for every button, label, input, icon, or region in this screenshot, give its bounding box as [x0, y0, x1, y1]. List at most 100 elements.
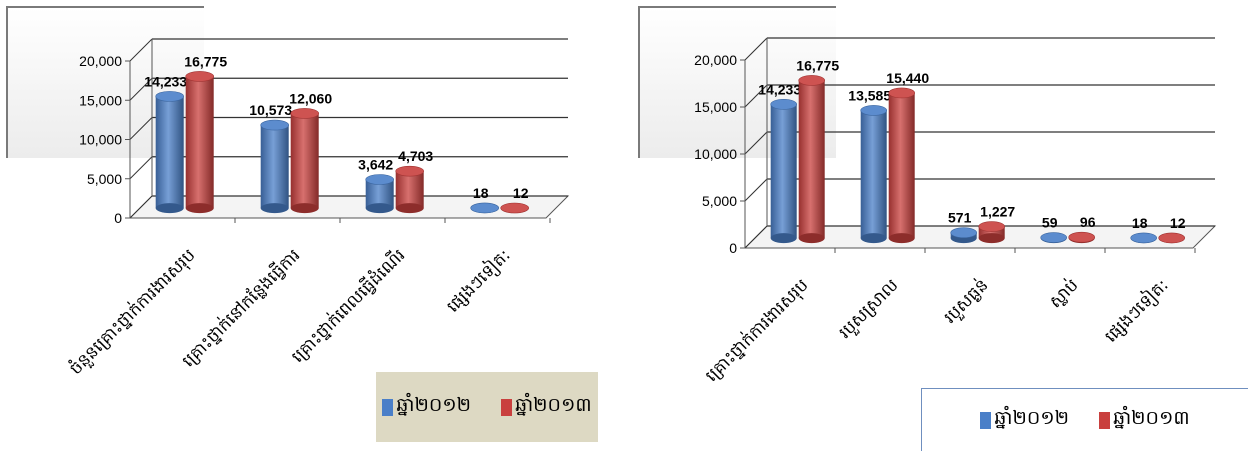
- y-tick-label: 20,000: [79, 53, 122, 69]
- legend-label-2012: ឆ្នាំ២០១២: [396, 393, 471, 421]
- bar-top: [1041, 233, 1067, 243]
- bar: [261, 120, 289, 213]
- x-category-label: ផ្សេងៗទៀត:: [1100, 274, 1174, 348]
- y-tick-label: 5,000: [87, 171, 122, 187]
- data-label: 59: [1042, 215, 1058, 231]
- bar-bottom: [861, 233, 887, 243]
- data-label: 14,233: [144, 73, 187, 89]
- data-label: 15,440: [886, 70, 929, 86]
- x-category-label: ផ្សេងៗទៀត:: [442, 244, 516, 318]
- x-category-label: របួសធ្ងន់: [939, 274, 993, 328]
- bar-top: [396, 166, 424, 176]
- legend-swatch-2013: [501, 399, 512, 416]
- gridline-side: [130, 39, 152, 61]
- bar-top: [951, 228, 977, 238]
- bar-top: [186, 71, 214, 81]
- bar-top: [1131, 233, 1157, 243]
- bar: [501, 203, 529, 213]
- data-label: 16,775: [184, 53, 227, 69]
- legend-label-2013: ឆ្នាំ២០១៣: [515, 393, 592, 421]
- bar-bottom: [156, 203, 184, 213]
- legend-left: ឆ្នាំ២០១២ ឆ្នាំ២០១៣: [376, 372, 598, 442]
- bar: [366, 175, 394, 214]
- bar-body: [396, 171, 424, 208]
- bar: [861, 105, 887, 243]
- legend-right: ឆ្នាំ២០១២ ឆ្នាំ២០១៣: [921, 388, 1248, 451]
- bar: [799, 75, 825, 243]
- bar-body: [291, 113, 319, 208]
- bar-top: [979, 222, 1005, 232]
- bar-bottom: [979, 233, 1005, 243]
- y-tick-label: 20,000: [694, 52, 737, 68]
- bar-top: [861, 105, 887, 115]
- x-category-label: របួសស្រាល: [835, 275, 903, 343]
- bar-body: [799, 80, 825, 238]
- bar-top: [501, 203, 529, 213]
- y-tick-label: 15,000: [79, 92, 122, 108]
- y-tick-label: 10,000: [79, 132, 122, 148]
- bar-bottom: [261, 203, 289, 213]
- bar-top: [889, 88, 915, 98]
- data-label: 3,642: [358, 157, 393, 173]
- data-label: 13,585: [848, 87, 891, 103]
- bar: [1069, 232, 1095, 243]
- bar-body: [261, 125, 289, 208]
- bar: [1159, 233, 1185, 243]
- bar: [951, 228, 977, 243]
- bar: [1041, 233, 1067, 244]
- x-category-label: ស្លាប់: [1044, 274, 1082, 312]
- bar-bottom: [889, 233, 915, 243]
- bar: [396, 166, 424, 213]
- data-label: 4,703: [398, 148, 433, 164]
- data-label: 12,060: [289, 90, 332, 106]
- bar-body: [861, 110, 887, 238]
- bar-top: [261, 120, 289, 130]
- bar-top: [1069, 232, 1095, 242]
- data-label: 18: [473, 185, 489, 201]
- bar: [889, 88, 915, 243]
- y-tick-label: 5,000: [702, 193, 737, 209]
- y-tick-label: 10,000: [694, 146, 737, 162]
- data-label: 10,573: [249, 102, 292, 118]
- legend-swatch-2012: [980, 412, 991, 429]
- gridline-side: [745, 179, 767, 201]
- bar: [771, 99, 797, 243]
- x-category-label: គ្រោះថ្នាក់ពេលធ្វើដំណើរ: [286, 244, 409, 367]
- legend-item-2013: ឆ្នាំ២០១៣: [501, 393, 592, 421]
- data-label: 12: [1170, 215, 1186, 231]
- legend-swatch-2012: [382, 399, 393, 416]
- bar-top: [771, 99, 797, 109]
- gridline-side: [745, 38, 767, 60]
- bar: [291, 108, 319, 213]
- bar-top: [799, 75, 825, 85]
- legend-item-2013: ឆ្នាំ២០១៣: [1099, 406, 1190, 434]
- bar-bottom: [799, 233, 825, 243]
- bar-top: [471, 203, 499, 213]
- y-tick-label: 0: [114, 210, 122, 226]
- legend-item-2012: ឆ្នាំ២០១២: [382, 393, 471, 421]
- bar: [156, 91, 184, 213]
- gridline-side: [130, 118, 152, 140]
- legend-item-2012: ឆ្នាំ២០១២: [980, 406, 1069, 434]
- bar-top: [366, 175, 394, 185]
- x-category-label: គ្រោះថ្នាក់នៅកន្លែងធ្វើការ: [177, 244, 304, 371]
- legend-label-2012: ឆ្នាំ២០១២: [994, 406, 1069, 434]
- bar-bottom: [186, 203, 214, 213]
- bar: [186, 71, 214, 213]
- bar-body: [771, 104, 797, 238]
- bar-bottom: [291, 203, 319, 213]
- x-category-label: គ្រោះថ្នាក់ការងារសរុប: [700, 274, 813, 387]
- gridline-side: [130, 157, 152, 179]
- data-label: 12: [513, 185, 529, 201]
- bar-top: [1159, 233, 1185, 243]
- bar-bottom: [366, 203, 394, 213]
- bar-top: [156, 91, 184, 101]
- bar-bottom: [771, 233, 797, 243]
- bar: [471, 203, 499, 213]
- bar: [979, 222, 1005, 244]
- data-label: 18: [1132, 215, 1148, 231]
- y-tick-label: 15,000: [694, 99, 737, 115]
- chart-right-canvas: 05,00010,00015,00020,00014,23316,775គ្រោ…: [625, 0, 1250, 450]
